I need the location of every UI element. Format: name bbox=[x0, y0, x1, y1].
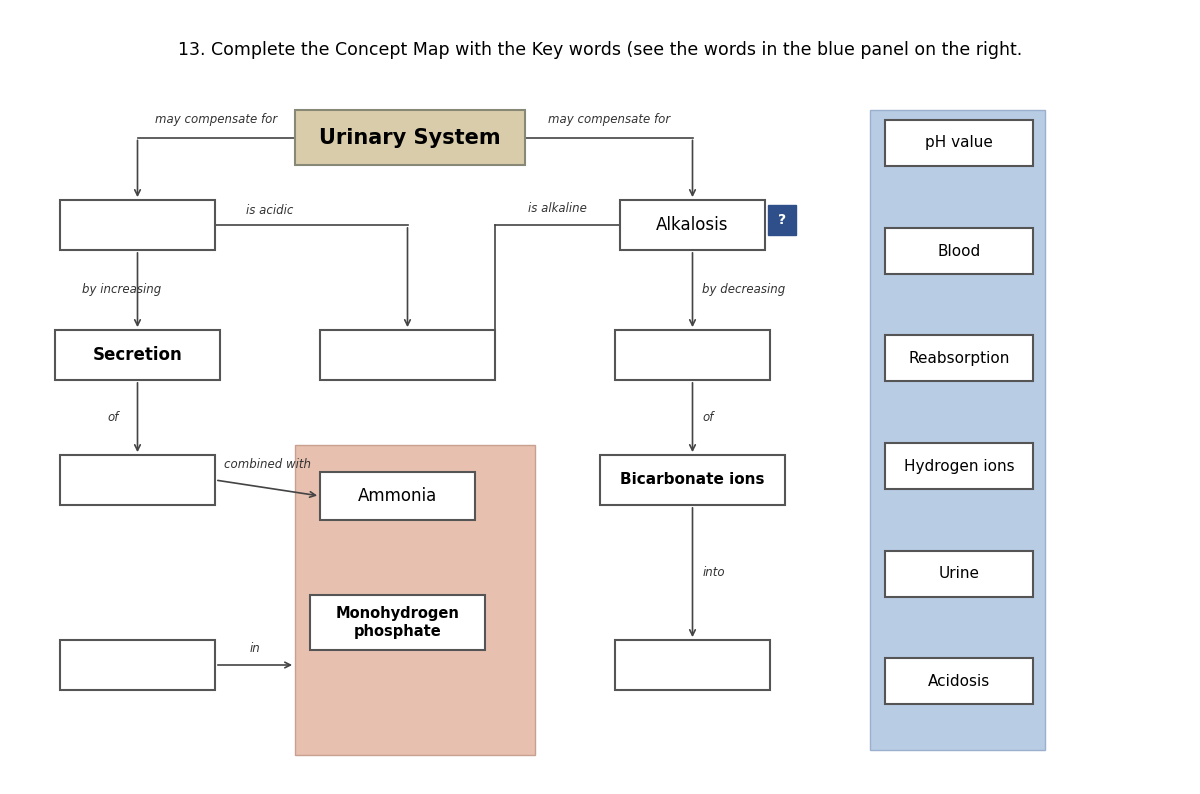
Text: Urinary System: Urinary System bbox=[319, 128, 500, 148]
Text: Acidosis: Acidosis bbox=[928, 673, 990, 688]
Text: Blood: Blood bbox=[937, 244, 980, 259]
Bar bbox=[870, 110, 1045, 750]
Text: by increasing: by increasing bbox=[83, 283, 162, 296]
Text: ?: ? bbox=[778, 213, 786, 227]
Text: in: in bbox=[250, 642, 260, 656]
Bar bbox=[55, 330, 220, 380]
Text: pH value: pH value bbox=[925, 136, 992, 151]
Bar bbox=[886, 658, 1033, 704]
Bar bbox=[768, 205, 796, 235]
Bar bbox=[886, 335, 1033, 381]
Text: of: of bbox=[108, 411, 119, 424]
Text: by decreasing: by decreasing bbox=[702, 283, 786, 296]
Text: Alkalosis: Alkalosis bbox=[656, 216, 728, 234]
Bar bbox=[295, 110, 526, 165]
Text: is alkaline: is alkaline bbox=[528, 202, 587, 215]
Bar bbox=[620, 200, 766, 250]
Bar bbox=[320, 330, 496, 380]
Bar bbox=[60, 640, 215, 690]
Bar bbox=[600, 455, 785, 505]
Text: is acidic: is acidic bbox=[246, 205, 294, 218]
Text: Monohydrogen
phosphate: Monohydrogen phosphate bbox=[336, 607, 460, 638]
Bar bbox=[310, 595, 485, 650]
Text: Bicarbonate ions: Bicarbonate ions bbox=[620, 472, 764, 488]
Text: may compensate for: may compensate for bbox=[547, 113, 670, 126]
Text: Ammonia: Ammonia bbox=[358, 487, 437, 505]
Text: Hydrogen ions: Hydrogen ions bbox=[904, 458, 1014, 473]
Bar bbox=[886, 443, 1033, 489]
Bar bbox=[295, 445, 535, 755]
Bar bbox=[616, 330, 770, 380]
Bar bbox=[616, 640, 770, 690]
Text: combined with: combined with bbox=[224, 457, 311, 471]
Text: 13. Complete the Concept Map with the Key words (see the words in the blue panel: 13. Complete the Concept Map with the Ke… bbox=[178, 41, 1022, 59]
Text: of: of bbox=[702, 411, 714, 424]
Text: Secretion: Secretion bbox=[92, 346, 182, 364]
Text: Reabsorption: Reabsorption bbox=[908, 350, 1009, 365]
Bar bbox=[320, 472, 475, 520]
Text: may compensate for: may compensate for bbox=[155, 113, 277, 126]
Bar bbox=[886, 120, 1033, 166]
Text: into: into bbox=[702, 566, 725, 579]
Bar bbox=[886, 228, 1033, 274]
Bar bbox=[886, 551, 1033, 597]
Bar bbox=[60, 200, 215, 250]
Text: Urine: Urine bbox=[938, 566, 979, 581]
Bar bbox=[60, 455, 215, 505]
